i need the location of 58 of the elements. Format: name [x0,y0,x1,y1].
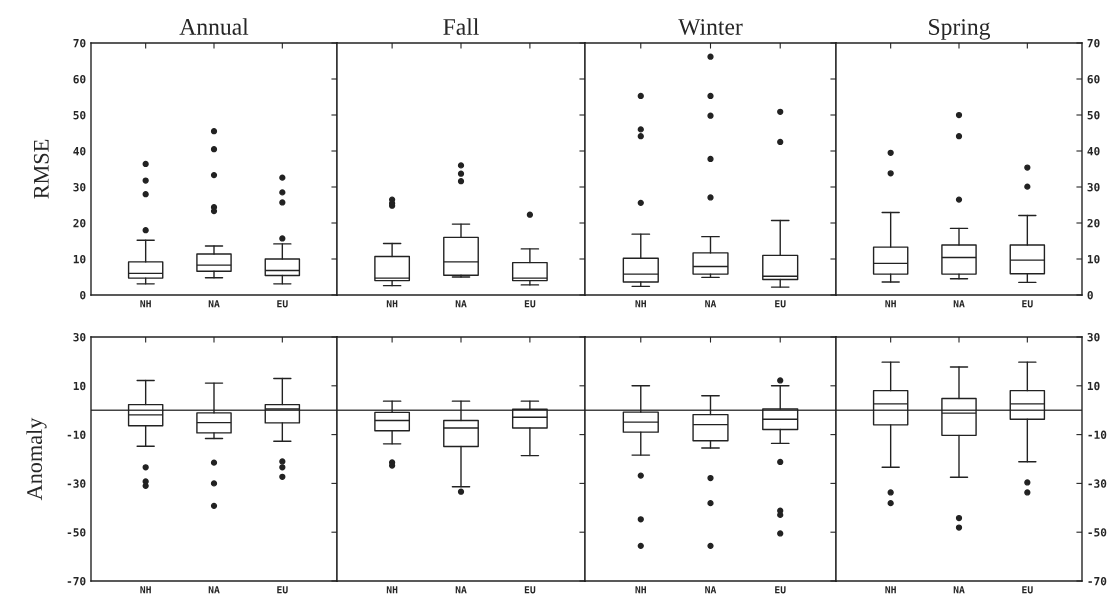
y-tick-label: -70 [67,576,86,586]
y-tick-label: 30 [73,332,86,342]
y-tick-label: 20 [73,218,86,228]
chart-title: Winter [678,19,743,36]
x-tick-label: EU [775,300,786,308]
y-tick-label: 40 [73,146,86,156]
y-tick-label: -70 [1088,576,1107,586]
y-tick-label: 10 [1087,254,1100,264]
x-tick-label: EU [277,300,288,308]
y-tick-label: 40 [1087,146,1100,156]
x-tick-label: NA [953,300,965,308]
y-tick-label: 70 [73,38,86,48]
x-tick-label: NH [885,300,896,308]
y-tick-label: -30 [67,479,86,488]
y-tick-label: 10 [73,254,86,264]
chart-title: Spring [929,19,991,40]
chart-title: Fall [443,18,479,35]
x-tick-label: NH [386,300,398,308]
x-tick-label: NH [635,586,646,594]
x-tick-label: NA [208,300,220,308]
y-tick-label: 10 [1087,381,1100,391]
y-tick-label: -50 [67,528,86,537]
x-tick-label: NA [953,586,965,594]
y-tick-label: -50 [1088,528,1107,537]
x-tick-label: EU [775,586,786,594]
x-tick-label: EU [1022,300,1033,308]
y-tick-label: 60 [73,74,86,84]
y-tick-label: 50 [1087,110,1100,120]
y-tick-label: 0 [80,290,86,300]
x-tick-label: NA [455,300,467,308]
y-axis-title: Anomaly [26,417,47,501]
x-tick-label: EU [1022,586,1033,594]
y-tick-label: 30 [1087,332,1100,342]
y-tick-label: 30 [73,182,86,192]
chart-title: Annual [179,18,249,35]
x-tick-label: EU [277,586,288,594]
y-tick-label: -30 [1088,479,1107,488]
y-axis-title: RMSE [33,139,49,199]
y-tick-label: 70 [1087,38,1100,48]
y-tick-label: -10 [1088,430,1107,439]
x-tick-label: NA [705,300,717,308]
x-tick-label: NH [885,586,896,594]
x-tick-label: NH [140,586,151,594]
x-tick-label: NH [140,300,151,308]
x-tick-label: NA [208,586,220,594]
x-tick-label: NH [386,586,398,594]
y-tick-label: 20 [1087,218,1100,228]
y-tick-label: 30 [1087,182,1100,192]
y-tick-label: 0 [1087,290,1093,300]
y-tick-label: 60 [1087,74,1100,84]
y-tick-label: -10 [67,430,86,439]
x-tick-label: EU [524,586,536,594]
x-tick-label: NA [705,586,717,594]
y-tick-label: 50 [73,110,86,120]
x-tick-label: EU [524,300,536,308]
y-tick-label: 10 [73,381,86,391]
x-tick-label: NH [635,300,646,308]
x-tick-label: NA [455,586,467,594]
